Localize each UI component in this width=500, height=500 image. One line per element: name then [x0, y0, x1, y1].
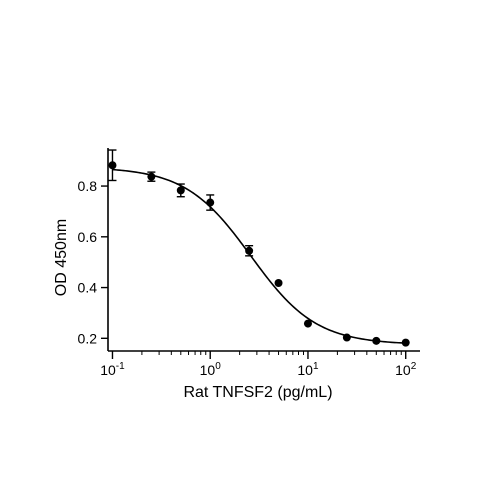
data-points	[108, 161, 410, 347]
x-ticks: 10-1 100 101 102	[100, 351, 417, 378]
x-axis-title: Rat TNFSF2 (pg/mL)	[183, 384, 332, 401]
data-point	[206, 198, 215, 207]
x-tick-label-base: 10	[200, 362, 216, 378]
y-axis-title: OD 450nm	[53, 219, 70, 296]
data-point	[401, 338, 410, 347]
y-tick-label: 0.2	[78, 330, 98, 346]
x-tick-label-exponent: -1	[116, 361, 125, 372]
data-point	[372, 336, 381, 345]
x-tick-label-exponent: 2	[411, 361, 417, 372]
data-point	[245, 246, 254, 255]
x-tick-label-base: 10	[297, 362, 313, 378]
x-tick-label-exponent: 0	[215, 361, 221, 372]
data-point	[274, 278, 283, 287]
x-minor-ticks	[141, 351, 402, 355]
axes	[107, 148, 420, 352]
y-tick-label: 0.8	[78, 178, 98, 194]
data-point	[147, 172, 156, 181]
x-tick-label-exponent: 1	[313, 361, 319, 372]
data-point	[176, 186, 185, 195]
data-point	[108, 161, 117, 170]
data-point	[342, 333, 351, 342]
error-bars	[108, 149, 254, 257]
x-tick-label-base: 10	[395, 362, 411, 378]
x-tick-label: 101	[297, 361, 319, 378]
data-point	[303, 319, 312, 328]
x-tick-label-base: 10	[100, 362, 116, 378]
x-tick-label: 10-1	[100, 361, 125, 378]
x-tick-label: 100	[200, 361, 222, 378]
y-ticks: 0.2 0.4 0.6 0.8	[78, 178, 108, 346]
fit-curve	[112, 168, 406, 344]
y-tick-label: 0.4	[78, 280, 98, 296]
y-tick-label: 0.6	[78, 229, 98, 245]
x-tick-label: 102	[395, 361, 417, 378]
